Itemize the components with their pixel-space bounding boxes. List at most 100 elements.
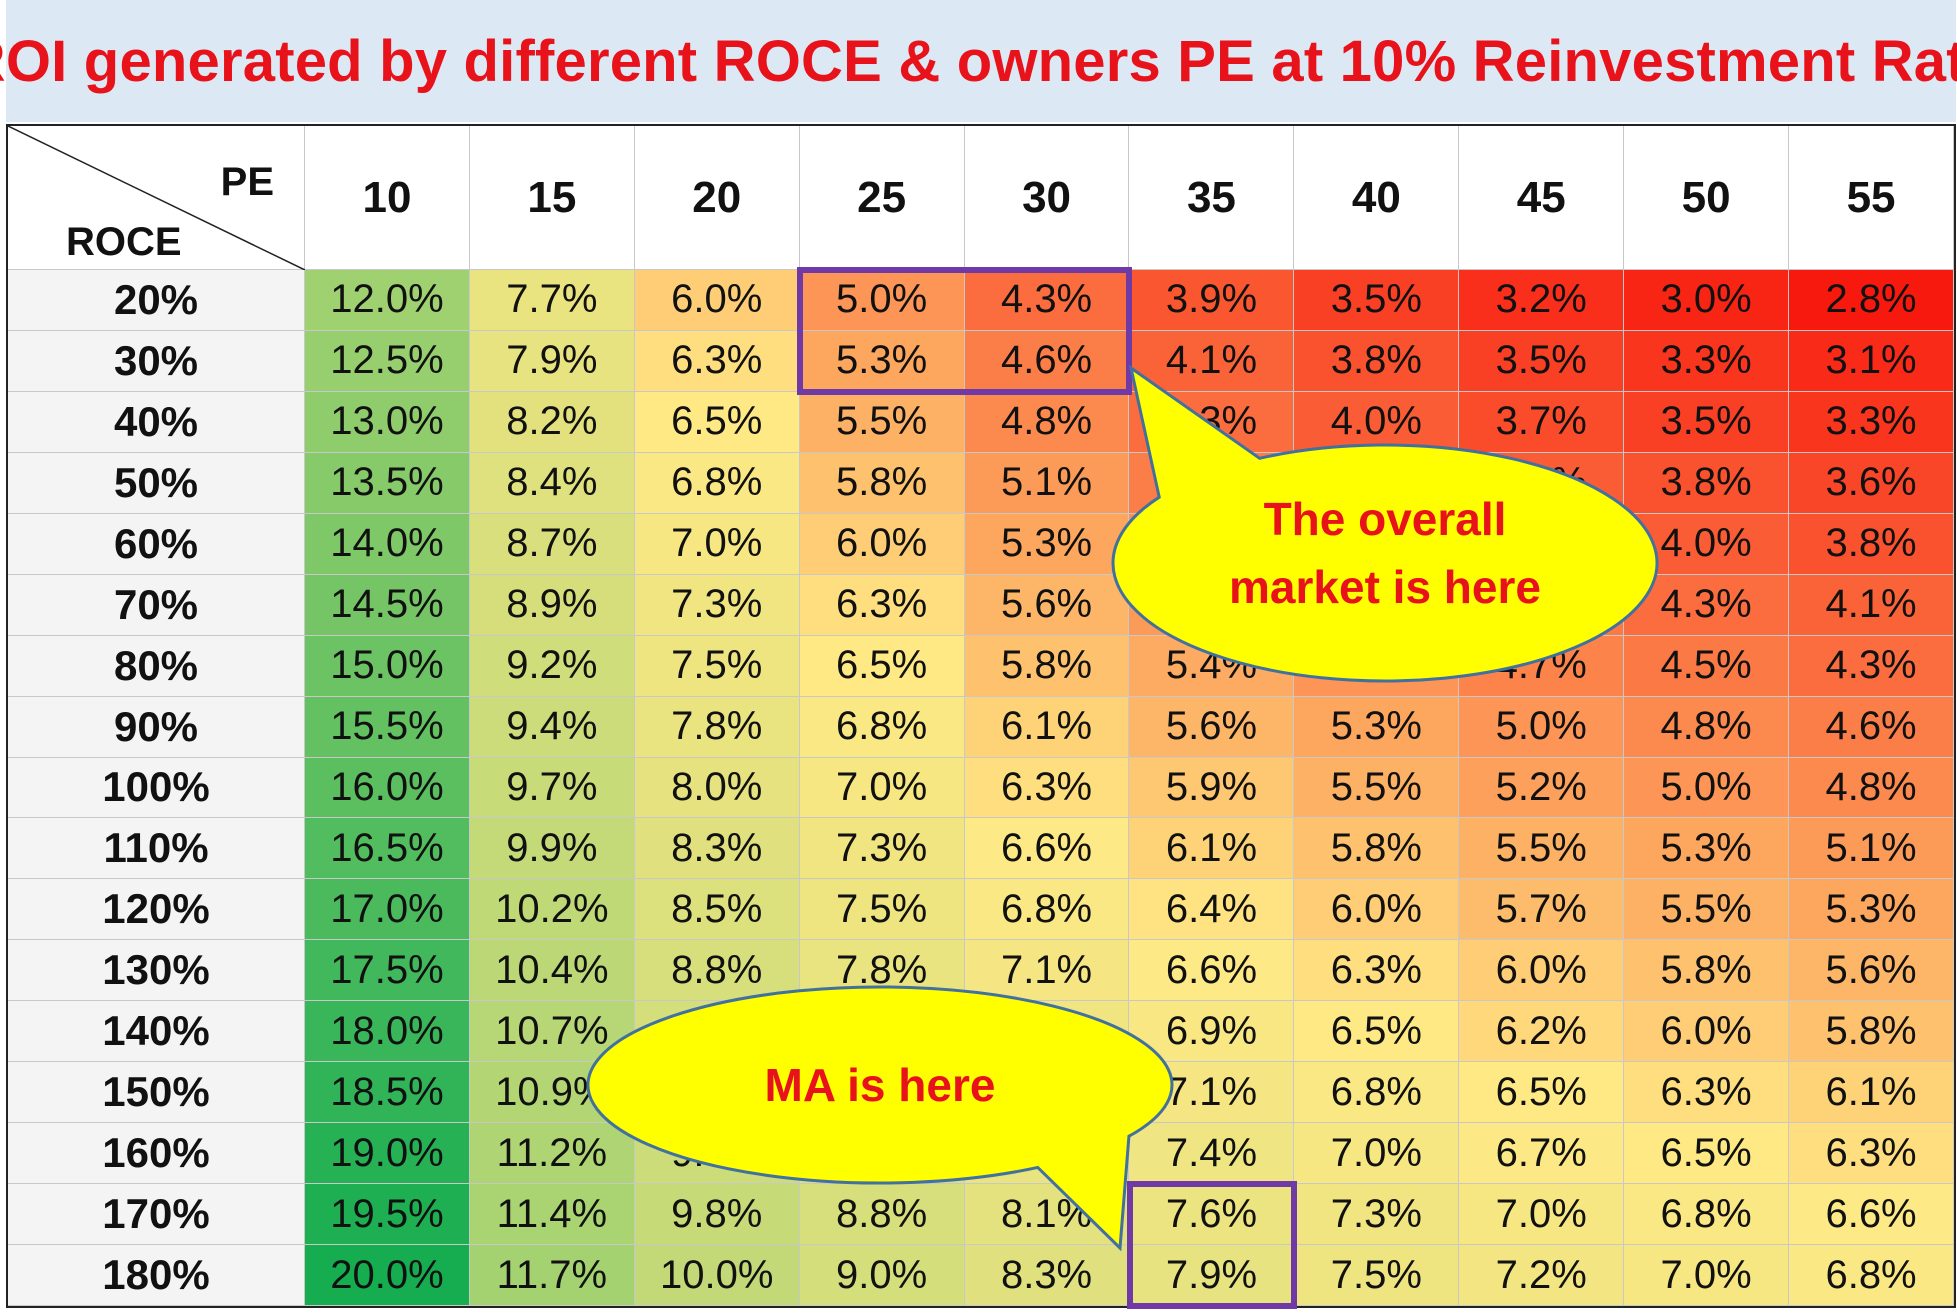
- callout-text-line: The overall: [1263, 493, 1507, 545]
- row-header: 160%: [8, 1123, 305, 1185]
- data-cell: 6.0%: [634, 270, 800, 331]
- column-header: 40: [1294, 126, 1460, 270]
- data-cell: 5.1%: [1789, 818, 1954, 880]
- data-cell: 9.4%: [469, 696, 635, 758]
- data-cell: 5.6%: [964, 574, 1130, 636]
- data-cell: 5.5%: [799, 391, 965, 453]
- title-bar: ROI generated by different ROCE & owners…: [0, 0, 1957, 122]
- data-cell: 7.6%: [1129, 1184, 1295, 1246]
- row-axis-label: ROCE: [66, 220, 182, 264]
- data-cell: 5.9%: [1129, 757, 1295, 819]
- data-cell: 13.0%: [305, 391, 470, 453]
- row-header: 130%: [8, 940, 305, 1002]
- data-cell: 6.0%: [1624, 1001, 1790, 1063]
- data-cell: 4.0%: [1294, 391, 1460, 453]
- row-header: 180%: [8, 1245, 305, 1306]
- row-header: 60%: [8, 513, 305, 575]
- data-cell: 5.1%: [964, 452, 1130, 514]
- data-cell: 5.6%: [1129, 696, 1295, 758]
- data-cell: 8.3%: [634, 818, 800, 880]
- data-cell: 3.7%: [1459, 391, 1625, 453]
- row-header: 140%: [8, 1001, 305, 1063]
- data-cell: 7.0%: [1624, 1245, 1790, 1306]
- data-cell: 16.5%: [305, 818, 470, 880]
- data-cell: 3.5%: [1459, 330, 1625, 392]
- data-cell: 5.5%: [1624, 879, 1790, 941]
- data-cell: 2.8%: [1789, 270, 1954, 331]
- data-cell: 6.5%: [1294, 1001, 1460, 1063]
- data-cell: 3.8%: [1789, 513, 1954, 575]
- data-cell: 6.8%: [1789, 1245, 1954, 1306]
- data-cell: 18.5%: [305, 1062, 470, 1124]
- data-cell: 7.8%: [634, 696, 800, 758]
- data-cell: 8.4%: [469, 452, 635, 514]
- data-cell: 5.0%: [799, 270, 965, 331]
- data-cell: 4.3%: [1789, 635, 1954, 697]
- data-cell: 6.0%: [1459, 940, 1625, 1002]
- data-cell: 6.2%: [1459, 1001, 1625, 1063]
- data-cell: 19.0%: [305, 1123, 470, 1185]
- data-cell: 6.5%: [634, 391, 800, 453]
- data-cell: 6.8%: [1624, 1184, 1790, 1246]
- data-cell: 6.0%: [799, 513, 965, 575]
- column-header: 30: [964, 126, 1130, 270]
- data-cell: 8.3%: [964, 1245, 1130, 1306]
- data-cell: 11.7%: [469, 1245, 635, 1306]
- data-cell: 3.2%: [1459, 270, 1625, 331]
- data-cell: 4.8%: [1624, 696, 1790, 758]
- data-cell: 18.0%: [305, 1001, 470, 1063]
- data-cell: 6.3%: [1624, 1062, 1790, 1124]
- data-cell: 7.5%: [1294, 1245, 1460, 1306]
- data-cell: 6.7%: [1459, 1123, 1625, 1185]
- data-cell: 8.5%: [799, 1123, 965, 1185]
- data-cell: 5.0%: [1459, 696, 1625, 758]
- data-cell: 3.5%: [1294, 270, 1460, 331]
- data-cell: 5.3%: [964, 513, 1130, 575]
- data-cell: 8.5%: [634, 879, 800, 941]
- data-cell: 6.6%: [964, 818, 1130, 880]
- data-cell: 3.3%: [1624, 330, 1790, 392]
- data-cell: 10.2%: [469, 879, 635, 941]
- data-cell: 14.0%: [305, 513, 470, 575]
- row-header: 120%: [8, 879, 305, 941]
- data-cell: 6.1%: [1789, 1062, 1954, 1124]
- data-cell: 7.9%: [1129, 1245, 1295, 1306]
- row-header: 80%: [8, 635, 305, 697]
- data-cell: 7.1%: [964, 940, 1130, 1002]
- row-header: 110%: [8, 818, 305, 880]
- data-cell: 6.3%: [1294, 940, 1460, 1002]
- data-cell: 6.8%: [1294, 1062, 1460, 1124]
- data-cell: 4.8%: [964, 391, 1130, 453]
- data-cell: 8.8%: [799, 1184, 965, 1246]
- data-cell: 5.3%: [1294, 696, 1460, 758]
- data-cell: 7.0%: [799, 757, 965, 819]
- data-cell: 4.3%: [964, 270, 1130, 331]
- callout-text: MA is here: [588, 1051, 1172, 1119]
- callout-text: The overall market is here: [1113, 485, 1657, 621]
- data-cell: 6.6%: [1789, 1184, 1954, 1246]
- row-header: 30%: [8, 330, 305, 392]
- data-cell: 7.4%: [1129, 1123, 1295, 1185]
- column-header: 55: [1789, 126, 1954, 270]
- column-header: 45: [1459, 126, 1625, 270]
- data-cell: 9.2%: [469, 635, 635, 697]
- data-cell: 5.3%: [799, 330, 965, 392]
- data-cell: 6.5%: [799, 635, 965, 697]
- data-cell: 4.6%: [964, 330, 1130, 392]
- callout-text-line: MA is here: [764, 1059, 996, 1111]
- data-cell: 12.5%: [305, 330, 470, 392]
- data-cell: 7.2%: [1459, 1245, 1625, 1306]
- data-cell: 4.6%: [1789, 696, 1954, 758]
- data-cell: 9.9%: [469, 818, 635, 880]
- data-cell: 5.8%: [964, 635, 1130, 697]
- data-cell: 7.0%: [1294, 1123, 1460, 1185]
- corner-diagonal: [8, 126, 305, 270]
- data-cell: 7.3%: [634, 574, 800, 636]
- data-cell: 6.5%: [1459, 1062, 1625, 1124]
- data-cell: 7.5%: [799, 879, 965, 941]
- data-cell: 8.2%: [469, 391, 635, 453]
- chart-title: ROI generated by different ROCE & owners…: [0, 28, 1957, 94]
- callout-text-line: market is here: [1229, 561, 1541, 613]
- corner-header: PE ROCE: [8, 126, 305, 270]
- data-cell: 9.8%: [634, 1184, 800, 1246]
